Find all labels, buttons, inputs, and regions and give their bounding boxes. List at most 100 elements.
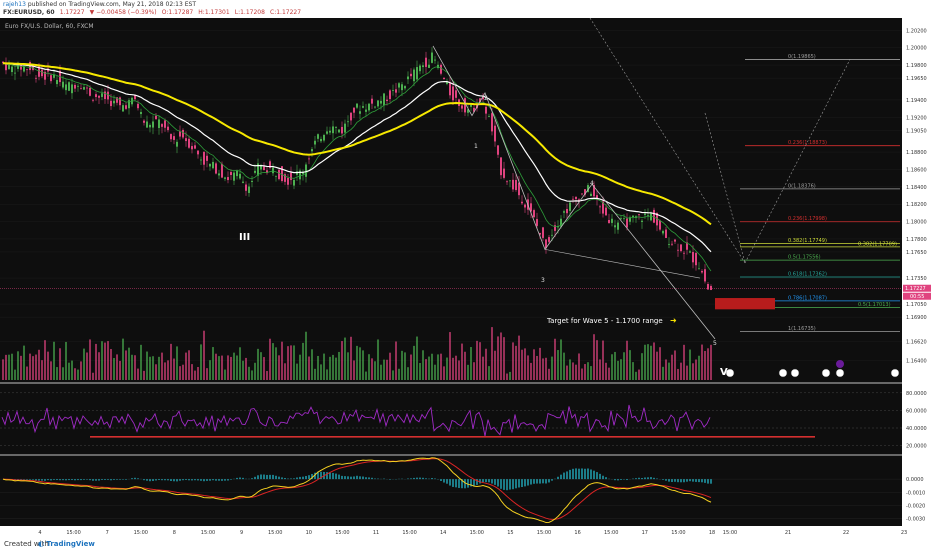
candle-body [707, 283, 709, 290]
volume-bar [131, 354, 133, 380]
macd-histogram-bar [137, 478, 139, 480]
price-tick-label: 1.16400 [906, 359, 927, 365]
volume-bar [308, 356, 310, 380]
trading-chart[interactable]: 0(1.19865) 0.236(1.18873) 0(1.18376) 0.236(… [0, 18, 932, 538]
candle-body [584, 189, 586, 195]
candle-body [623, 218, 625, 220]
candle-body [629, 217, 631, 222]
macd-histogram-bar [284, 477, 286, 480]
rsi-tick-label: 40.0000 [906, 426, 927, 432]
fib-level-label: 0.236(1.18873) [788, 140, 827, 146]
candle-body [53, 74, 55, 78]
volume-bar [506, 373, 508, 380]
candle-body [200, 159, 202, 161]
candle-body [668, 244, 670, 245]
macd-histogram-bar [503, 479, 505, 490]
macd-histogram-bar [473, 479, 475, 486]
volume-bar [260, 352, 262, 380]
candle-body [497, 145, 499, 155]
volume-bar [410, 354, 412, 380]
candle-body [101, 93, 103, 97]
candle-body [371, 98, 373, 104]
candle-body [299, 170, 301, 180]
volume-bar [467, 364, 469, 380]
candle-body [443, 77, 445, 80]
candle-body [347, 121, 349, 123]
volume-bar [239, 347, 241, 380]
macd-histogram-bar [341, 475, 343, 480]
countdown-label: 00:55 [910, 294, 924, 300]
candle-body [260, 165, 262, 170]
price-tick-label: 1.18400 [906, 185, 927, 191]
macd-histogram-bar [200, 479, 202, 481]
tradingview-logo[interactable]: ◐ TradingView [38, 540, 95, 548]
candle-body [206, 155, 208, 161]
macd-histogram-bar [71, 479, 73, 481]
candle-body [89, 87, 91, 96]
candle-body [620, 218, 622, 220]
candle-body [683, 252, 685, 254]
macd-pane [0, 454, 902, 524]
fibonacci-levels: 0(1.19865) 0.236(1.18873) 0(1.18376) 0.236(… [715, 54, 900, 332]
macd-histogram-bar [668, 479, 670, 482]
volume-bar [416, 336, 418, 380]
candle-body [467, 109, 469, 113]
price-tick-label: 1.20000 [906, 46, 927, 52]
macd-histogram-bar [701, 479, 703, 483]
candle-body [587, 185, 589, 192]
macd-histogram-bar [434, 478, 436, 480]
candle-body [104, 91, 106, 100]
volume-bar [590, 366, 592, 380]
candle-body [689, 251, 691, 253]
candle-body [593, 184, 595, 197]
volume-bar [503, 337, 505, 380]
event-marker [790, 368, 800, 378]
volume-bar [335, 357, 337, 380]
volume-bar [188, 350, 190, 380]
candle-body [590, 193, 592, 197]
symbol-line: FX:EURUSD, 60 1.17227 ▼ −0.00458 (−0.39%… [3, 9, 304, 16]
macd-histogram-bar [620, 479, 622, 480]
volume-bar [383, 359, 385, 380]
volume-bar [380, 364, 382, 380]
macd-histogram-bar [413, 477, 415, 480]
fib-level-label: 0.5(1.17013) [858, 302, 891, 308]
candle-body [341, 126, 343, 134]
candle-body [521, 201, 523, 204]
candle-body [692, 252, 694, 263]
macd-histogram-bar [38, 479, 40, 481]
candle-body [173, 136, 175, 140]
macd-histogram-bar [521, 479, 523, 487]
candle-body [512, 179, 514, 190]
volume-bar [38, 349, 40, 380]
candle-body [296, 171, 298, 175]
target-annotation: Target for Wave 5 - 1.1700 range [546, 317, 663, 325]
candle-body [488, 116, 490, 118]
candle-body [575, 196, 577, 200]
macd-histogram-bar [236, 477, 238, 480]
volume-bar [287, 346, 289, 380]
volume-bar [263, 357, 265, 380]
candle-body [428, 64, 430, 68]
macd-tick-label: 0.0000 [906, 477, 924, 483]
volume-bar [350, 336, 352, 380]
candle-body [659, 220, 661, 230]
candle-body [500, 157, 502, 176]
volume-bar [332, 354, 334, 380]
volume-bar [278, 355, 280, 380]
event-marker [821, 368, 831, 378]
candle-body [356, 103, 358, 108]
candle-body [227, 177, 229, 181]
macd-histogram-bar [416, 477, 418, 480]
price-tick-label: 1.19800 [906, 63, 927, 69]
candle-body [380, 100, 382, 104]
macd-histogram-bar [374, 478, 376, 480]
volume-bar [620, 359, 622, 380]
fib-level-label: 0.5(1.17556) [788, 255, 821, 261]
candle-body [455, 90, 457, 98]
projection-line [589, 18, 746, 264]
candle-body [446, 81, 448, 84]
author-link[interactable]: rajeh13 [3, 1, 26, 8]
volume-bar [605, 362, 607, 380]
volume-bar [314, 368, 316, 380]
